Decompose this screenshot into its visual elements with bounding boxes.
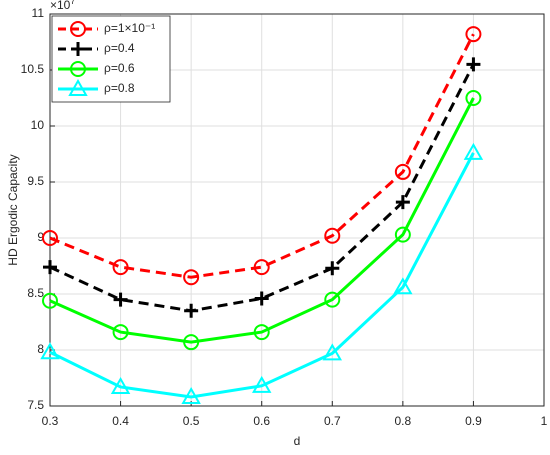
y-tick-label: 8 xyxy=(37,342,44,356)
marker xyxy=(183,269,200,286)
y-tick-label: 9 xyxy=(37,230,44,244)
marker xyxy=(181,387,201,405)
marker xyxy=(465,90,482,106)
marker xyxy=(42,230,58,246)
marker xyxy=(183,334,200,351)
legend-label: ρ=0.4 xyxy=(104,41,135,55)
series-line xyxy=(49,152,475,399)
y-multiplier: ×107 xyxy=(50,0,75,12)
x-axis-label: d xyxy=(294,434,301,448)
multiplier-exponent: 7 xyxy=(70,0,75,6)
y-tick-label: 10.5 xyxy=(21,62,45,76)
marker xyxy=(112,259,129,276)
marker xyxy=(68,78,88,96)
marker xyxy=(184,303,199,318)
marker xyxy=(253,259,270,276)
legend-label: ρ=0.6 xyxy=(104,61,135,75)
marker xyxy=(465,26,482,43)
marker xyxy=(463,142,484,160)
marker xyxy=(324,227,341,244)
marker xyxy=(254,291,269,306)
marker xyxy=(466,57,481,72)
x-tick-label: 0.4 xyxy=(112,414,129,428)
marker xyxy=(394,226,411,243)
y-tick-label: 7.5 xyxy=(27,398,44,412)
marker xyxy=(395,195,410,210)
marker xyxy=(70,21,86,37)
y-tick-label: 8.5 xyxy=(27,286,44,300)
y-tick-label: 11 xyxy=(32,6,45,20)
y-axis-label: HD Ergodic Capacity xyxy=(6,154,20,265)
legend-label: ρ=1×10⁻¹ xyxy=(104,21,155,35)
x-tick-label: 0.9 xyxy=(465,414,482,428)
marker xyxy=(40,342,60,360)
y-tick-label: 10 xyxy=(31,118,45,132)
x-tick-label: 0.6 xyxy=(253,414,270,428)
marker xyxy=(393,277,413,295)
x-tick-label: 0.7 xyxy=(324,414,341,428)
marker xyxy=(324,291,341,308)
marker xyxy=(42,292,58,309)
marker xyxy=(113,292,128,307)
x-tick-label: 1 xyxy=(541,414,548,428)
marker xyxy=(110,376,131,394)
marker xyxy=(322,343,343,361)
legend-label: ρ=0.8 xyxy=(104,81,135,95)
x-tick-label: 0.5 xyxy=(183,414,200,428)
marker xyxy=(251,375,272,393)
marker xyxy=(70,61,86,77)
marker xyxy=(43,260,57,275)
series-line xyxy=(49,33,475,279)
x-tick-label: 0.3 xyxy=(42,414,59,428)
marker xyxy=(253,324,270,341)
series-line xyxy=(49,97,475,344)
y-tick-label: 9.5 xyxy=(27,174,44,188)
axes-box xyxy=(49,13,545,407)
marker xyxy=(71,42,85,56)
multiplier-base: ×10 xyxy=(50,0,71,12)
x-tick-label: 0.8 xyxy=(395,414,412,428)
marker xyxy=(112,324,129,341)
marker xyxy=(394,163,411,180)
marker xyxy=(325,261,340,276)
